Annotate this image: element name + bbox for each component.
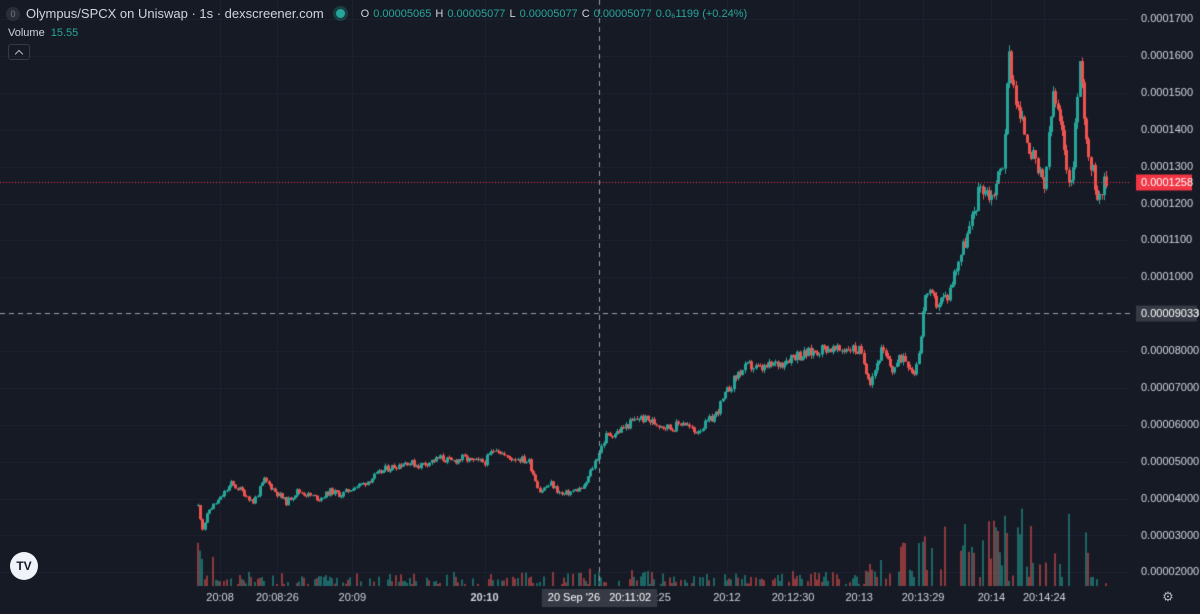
status-dot-icon [335,9,345,18]
ohlc-legend: O 0.00005065 H 0.00005077 L 0.00005077 C 0.0… [361,8,747,20]
low-value: 0.00005077 [519,7,578,20]
open-value: 0.00005065 [373,7,432,20]
volume-label: Volume [8,27,45,39]
volume-value: 15.55 [50,27,79,39]
high-label: H [435,7,444,20]
coin-icon: 0 [6,6,20,21]
low-label: L [509,7,516,20]
change-value: 0.0₆1199 (+0.24%) [655,7,748,20]
collapse-legend-button[interactable] [8,44,30,60]
tradingview-logo[interactable]: TV [10,552,38,580]
close-label: C [581,7,590,20]
volume-legend: Volume 15.55 [8,27,78,39]
pair-title: Olympus/SPCX on Uniswap · 1s · dexscreen… [26,6,324,21]
open-label: O [360,7,370,20]
gear-icon[interactable]: ⚙ [1162,589,1174,604]
high-value: 0.00005077 [447,7,506,20]
close-value: 0.00005077 [593,7,652,20]
chart-header: 0 Olympus/SPCX on Uniswap · 1s · dexscre… [6,6,747,21]
